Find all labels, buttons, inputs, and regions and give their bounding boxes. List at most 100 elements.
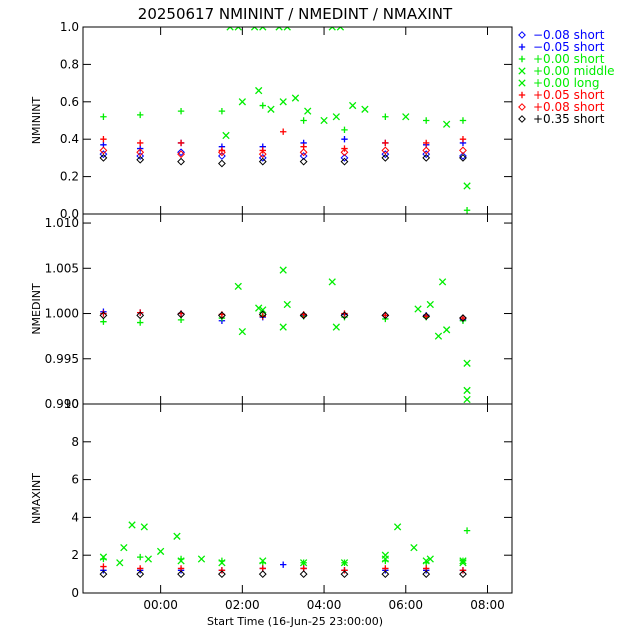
y-tick-label: 1.000 bbox=[45, 307, 79, 321]
data-point bbox=[218, 311, 226, 320]
legend-label: −0.08 short bbox=[533, 28, 605, 42]
data-point bbox=[341, 126, 348, 134]
data-point bbox=[259, 306, 267, 314]
data-point bbox=[422, 557, 430, 565]
data-point bbox=[463, 527, 471, 534]
panel-nminint: 0.0 0.2 0.4 0.6 0.8 1.0 NMININT bbox=[30, 20, 513, 221]
data-point bbox=[275, 27, 283, 31]
data-point bbox=[336, 27, 345, 31]
data-point bbox=[99, 153, 108, 162]
data-point bbox=[459, 570, 467, 579]
data-point bbox=[100, 136, 107, 143]
data-point bbox=[280, 128, 287, 135]
data-point bbox=[177, 310, 185, 319]
data-point bbox=[258, 570, 267, 579]
legend-label: +0.05 short bbox=[533, 88, 605, 102]
data-point bbox=[136, 152, 145, 160]
data-point bbox=[340, 311, 349, 320]
data-point bbox=[137, 111, 144, 119]
data-point bbox=[218, 148, 226, 157]
data-point bbox=[283, 27, 291, 31]
data-point bbox=[434, 332, 443, 340]
data-point bbox=[99, 553, 108, 561]
data-point bbox=[299, 311, 308, 320]
data-point bbox=[348, 101, 357, 110]
legend-marker bbox=[518, 31, 526, 39]
data-point bbox=[299, 157, 308, 166]
data-point bbox=[100, 318, 107, 325]
data-point bbox=[136, 148, 145, 157]
data-point bbox=[299, 570, 308, 579]
data-point bbox=[140, 523, 148, 531]
data-point bbox=[414, 305, 422, 313]
data-point bbox=[100, 310, 107, 317]
data-point bbox=[442, 120, 451, 128]
data-point bbox=[463, 182, 471, 190]
panel-frame bbox=[82, 26, 513, 215]
data-point bbox=[422, 153, 431, 162]
data-point bbox=[136, 155, 145, 164]
data-point bbox=[137, 319, 144, 326]
panel-nminint-points bbox=[99, 27, 471, 214]
data-point bbox=[422, 146, 431, 155]
data-point bbox=[340, 148, 349, 157]
data-point bbox=[218, 107, 226, 115]
data-point bbox=[136, 570, 145, 579]
data-point bbox=[283, 300, 291, 309]
data-point bbox=[463, 386, 471, 395]
data-point bbox=[426, 555, 434, 563]
data-point bbox=[238, 98, 247, 106]
data-point bbox=[137, 139, 144, 147]
y-tick-label: 0.2 bbox=[60, 170, 79, 184]
data-point bbox=[463, 395, 471, 404]
y-tick-label: 8 bbox=[71, 435, 79, 449]
data-point bbox=[341, 310, 348, 317]
data-point bbox=[136, 311, 145, 320]
y-tick-label: 2 bbox=[71, 548, 79, 562]
data-point bbox=[255, 304, 263, 312]
data-point bbox=[259, 313, 266, 320]
data-point bbox=[177, 570, 185, 579]
x-tick-label: 04:00 bbox=[307, 598, 342, 612]
y-tick-label: 0.6 bbox=[60, 95, 79, 109]
data-point bbox=[459, 152, 467, 160]
data-point bbox=[299, 152, 308, 160]
y-axis-label-nminint: NMININT bbox=[30, 97, 43, 145]
data-point bbox=[381, 555, 390, 563]
y-tick-label: 6 bbox=[71, 473, 79, 487]
data-point bbox=[299, 148, 308, 157]
data-point bbox=[99, 146, 108, 155]
panel-frame bbox=[82, 403, 513, 594]
data-point bbox=[459, 153, 467, 162]
legend-marker bbox=[518, 115, 526, 123]
data-point bbox=[218, 159, 226, 168]
data-point bbox=[459, 559, 467, 567]
panel-nmedint-points bbox=[99, 266, 471, 404]
legend-marker bbox=[518, 55, 526, 63]
data-point bbox=[177, 150, 185, 159]
data-point bbox=[128, 521, 136, 529]
data-point bbox=[267, 105, 275, 113]
data-point bbox=[177, 139, 185, 147]
data-point bbox=[279, 98, 287, 106]
data-point bbox=[259, 557, 267, 565]
data-point bbox=[422, 150, 431, 159]
data-point bbox=[332, 323, 340, 331]
data-point bbox=[410, 543, 418, 552]
x-tick-label: 00:00 bbox=[143, 598, 178, 612]
data-point bbox=[423, 117, 430, 124]
data-point bbox=[144, 555, 153, 563]
data-point bbox=[328, 278, 336, 286]
data-point bbox=[382, 139, 389, 147]
legend-label: +0.00 long bbox=[533, 76, 600, 90]
data-point bbox=[258, 153, 267, 162]
data-point bbox=[177, 157, 185, 166]
data-point bbox=[381, 146, 390, 155]
data-point bbox=[100, 113, 107, 120]
data-point bbox=[279, 266, 287, 274]
data-point bbox=[218, 570, 226, 579]
legend-label: +0.00 short bbox=[533, 52, 605, 66]
legend-marker bbox=[518, 79, 526, 87]
data-point bbox=[340, 559, 349, 567]
